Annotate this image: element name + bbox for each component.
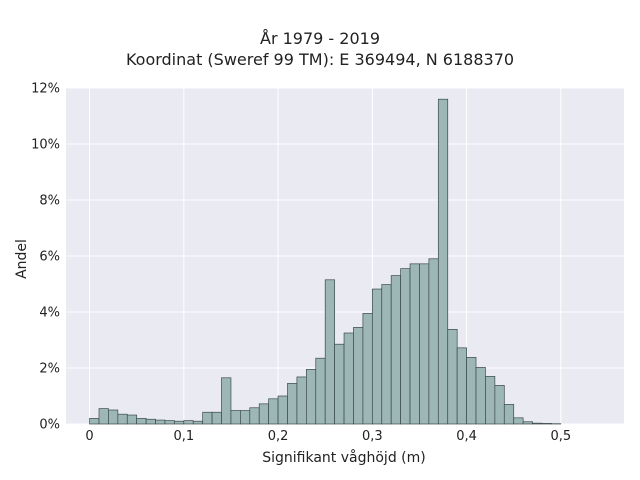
histogram-bar-45 bbox=[513, 417, 524, 425]
histogram-bar-28 bbox=[353, 327, 364, 425]
histogram-bars bbox=[89, 98, 562, 425]
y-tick-label-5: 10% bbox=[31, 138, 60, 153]
histogram-bar-26 bbox=[334, 343, 345, 425]
x-tick-labels: 0 0,1 0,2 0,3 0,4 0,5 bbox=[85, 429, 571, 444]
histogram-bar-20 bbox=[277, 395, 288, 425]
histogram-bar-36 bbox=[428, 258, 439, 425]
y-tick-label-4: 8% bbox=[39, 194, 60, 209]
histogram-bar-15 bbox=[230, 410, 241, 425]
histogram-bar-8 bbox=[164, 420, 175, 425]
histogram-bar-31 bbox=[381, 284, 392, 425]
y-axis-label: Andel bbox=[14, 239, 30, 279]
histogram-bar-14 bbox=[221, 377, 232, 425]
histogram-bar-23 bbox=[306, 369, 317, 425]
histogram-bar-27 bbox=[343, 332, 354, 425]
histogram-bar-0 bbox=[89, 418, 100, 425]
histogram-bar-13 bbox=[211, 411, 222, 425]
histogram-bar-3 bbox=[117, 413, 128, 425]
y-tick-label-3: 6% bbox=[39, 250, 60, 265]
histogram-bar-21 bbox=[287, 383, 298, 425]
histogram-bar-11 bbox=[192, 420, 204, 425]
x-tick-label-2: 0,2 bbox=[268, 429, 289, 444]
y-tick-label-1: 2% bbox=[39, 362, 60, 377]
x-tick-label-4: 0,4 bbox=[456, 429, 477, 444]
x-tick-label-0: 0 bbox=[85, 429, 93, 444]
x-tick-label-1: 0,1 bbox=[173, 429, 194, 444]
histogram-bar-24 bbox=[315, 357, 326, 425]
chart-title-line-2: Koordinat (Sweref 99 TM): E 369494, N 61… bbox=[125, 50, 515, 69]
histogram-bar-48 bbox=[541, 423, 552, 425]
y-tick-label-0: 0% bbox=[39, 418, 60, 433]
x-tick-label-5: 0,5 bbox=[551, 429, 572, 444]
x-axis-label: Signifikant våghöjd (m) bbox=[262, 449, 425, 466]
histogram-bar-7 bbox=[155, 419, 166, 425]
chart-title-line-1: År 1979 - 2019 bbox=[260, 29, 380, 48]
histogram-bar-10 bbox=[183, 420, 194, 425]
histogram-bar-16 bbox=[240, 410, 251, 425]
histogram-bar-1 bbox=[98, 408, 109, 425]
histogram-bar-44 bbox=[503, 404, 515, 425]
histogram-bar-47 bbox=[532, 422, 543, 425]
histogram-bar-4 bbox=[126, 414, 138, 425]
histogram-bar-5 bbox=[136, 418, 147, 425]
histogram-bar-33 bbox=[400, 268, 411, 425]
histogram-bar-29 bbox=[362, 313, 373, 425]
histogram-bar-43 bbox=[494, 385, 505, 425]
histogram-bar-17 bbox=[249, 407, 260, 425]
histogram-bar-37 bbox=[437, 98, 449, 425]
y-tick-labels: 0% 2% 4% 6% 8% 10% 12% bbox=[31, 82, 60, 433]
histogram-bar-12 bbox=[202, 411, 213, 425]
y-tick-label-2: 4% bbox=[39, 306, 60, 321]
histogram-bar-32 bbox=[390, 275, 401, 425]
histogram-bar-25 bbox=[324, 279, 335, 425]
histogram-bar-41 bbox=[475, 367, 486, 425]
histogram-bar-22 bbox=[296, 376, 307, 425]
histogram-bar-39 bbox=[456, 347, 467, 425]
histogram-bar-35 bbox=[419, 263, 430, 425]
histogram-bar-19 bbox=[268, 398, 279, 425]
histogram-bar-18 bbox=[258, 403, 270, 425]
histogram-bar-30 bbox=[371, 288, 383, 425]
histogram-bar-42 bbox=[485, 376, 496, 425]
histogram-bar-2 bbox=[108, 409, 119, 425]
histogram-bar-38 bbox=[447, 329, 458, 425]
histogram-bar-6 bbox=[145, 418, 156, 425]
histogram-bar-40 bbox=[466, 357, 477, 425]
histogram-bar-34 bbox=[409, 263, 420, 425]
histogram-bar-46 bbox=[522, 421, 533, 425]
histogram-bar-9 bbox=[174, 420, 185, 425]
x-tick-label-3: 0,3 bbox=[362, 429, 383, 444]
y-tick-label-6: 12% bbox=[31, 82, 60, 97]
